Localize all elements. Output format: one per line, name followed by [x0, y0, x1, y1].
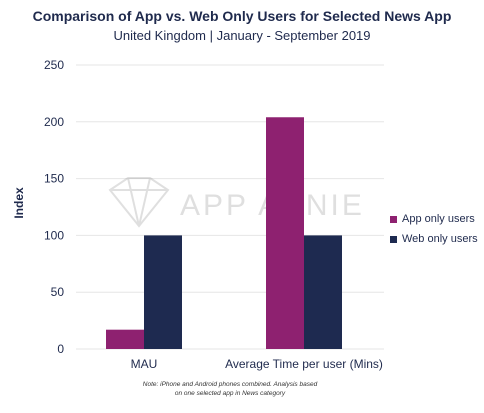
- legend-label-web: Web only users: [402, 233, 478, 245]
- chart-title: Comparison of App vs. Web Only Users for…: [32, 8, 452, 24]
- watermark-logo: APP ANNIE: [108, 177, 362, 228]
- y-tick-label: 200: [44, 115, 64, 129]
- legend-swatch-app: [390, 215, 397, 223]
- y-tick-label: 100: [44, 228, 64, 242]
- bar-app-avg-time: [266, 117, 304, 349]
- bar-app-mau: [106, 329, 144, 349]
- y-tick-label: 150: [44, 172, 64, 186]
- footnote: Note: iPhone and Android phones combined…: [80, 380, 380, 398]
- legend-label-app: App only users: [402, 213, 475, 225]
- x-tick-label: Average Time per user (Mins): [225, 357, 383, 371]
- bar-web-mau: [144, 235, 182, 349]
- footnote-line-1: Note: iPhone and Android phones combined…: [142, 381, 318, 388]
- y-tick-label: 250: [44, 58, 64, 72]
- bar-web-avg-time: [304, 235, 342, 349]
- y-tick-label: 50: [51, 285, 65, 299]
- legend-swatch-web: [390, 235, 397, 243]
- y-tick-label: 0: [57, 342, 64, 356]
- legend-item-web: Web only users: [390, 233, 478, 245]
- legend-item-app: App only users: [390, 213, 475, 225]
- chart-subtitle: United Kingdom | January - September 201…: [113, 28, 371, 43]
- footnote-line-2: on one selected app in News category: [174, 390, 286, 397]
- x-tick-label: MAU: [131, 357, 158, 371]
